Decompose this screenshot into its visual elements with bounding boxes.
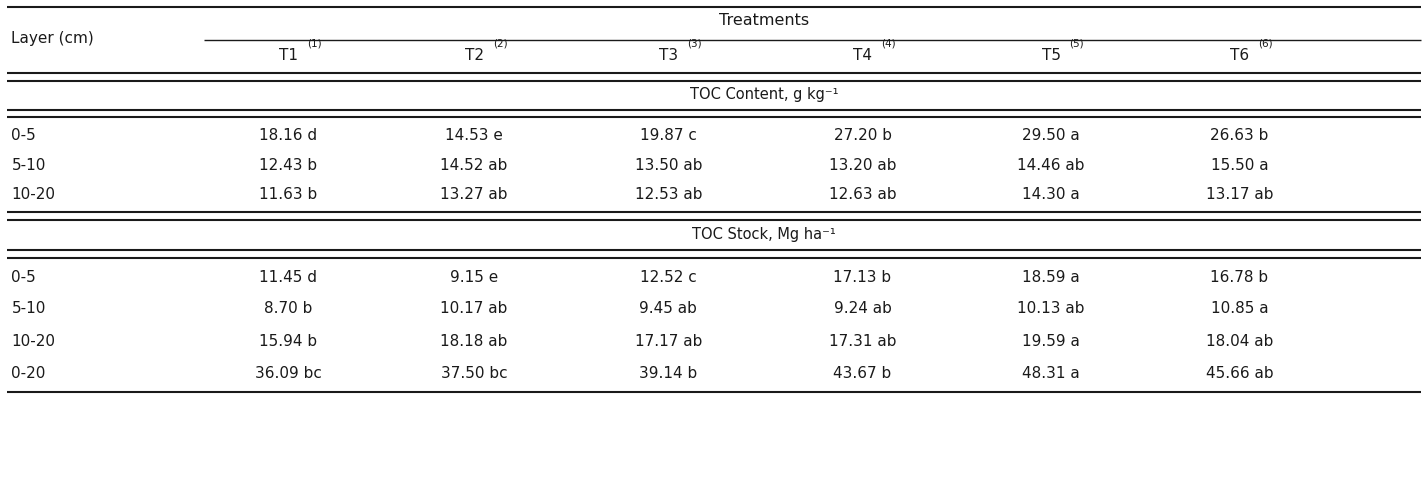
Text: TOC Stock, Mg ha⁻¹: TOC Stock, Mg ha⁻¹ — [693, 227, 835, 242]
Text: 18.18 ab: 18.18 ab — [440, 334, 508, 349]
Text: Layer (cm): Layer (cm) — [11, 31, 94, 46]
Text: 18.59 a: 18.59 a — [1022, 270, 1080, 285]
Text: T3: T3 — [658, 48, 678, 63]
Text: 48.31 a: 48.31 a — [1022, 366, 1080, 381]
Text: 13.17 ab: 13.17 ab — [1205, 187, 1274, 202]
Text: 11.63 b: 11.63 b — [260, 187, 317, 202]
Text: 9.45 ab: 9.45 ab — [640, 301, 697, 316]
Text: 15.50 a: 15.50 a — [1211, 158, 1268, 173]
Text: 9.24 ab: 9.24 ab — [834, 301, 891, 316]
Text: Treatments: Treatments — [718, 13, 810, 28]
Text: 37.50 bc: 37.50 bc — [441, 366, 507, 381]
Text: 10.13 ab: 10.13 ab — [1017, 301, 1085, 316]
Text: T2: T2 — [464, 48, 484, 63]
Text: 19.87 c: 19.87 c — [640, 128, 697, 143]
Text: 13.27 ab: 13.27 ab — [440, 187, 508, 202]
Text: 19.59 a: 19.59 a — [1022, 334, 1080, 349]
Text: 10-20: 10-20 — [11, 187, 56, 202]
Text: 36.09 bc: 36.09 bc — [256, 366, 321, 381]
Text: 13.50 ab: 13.50 ab — [634, 158, 703, 173]
Text: 29.50 a: 29.50 a — [1022, 128, 1080, 143]
Text: (3): (3) — [687, 38, 701, 48]
Text: 43.67 b: 43.67 b — [834, 366, 891, 381]
Text: T1: T1 — [278, 48, 298, 63]
Text: 9.15 e: 9.15 e — [450, 270, 498, 285]
Text: 18.16 d: 18.16 d — [260, 128, 317, 143]
Text: 17.31 ab: 17.31 ab — [828, 334, 897, 349]
Text: (1): (1) — [307, 38, 321, 48]
Text: (5): (5) — [1070, 38, 1084, 48]
Text: (4): (4) — [881, 38, 895, 48]
Text: 12.43 b: 12.43 b — [260, 158, 317, 173]
Text: 10-20: 10-20 — [11, 334, 56, 349]
Text: 39.14 b: 39.14 b — [640, 366, 697, 381]
Text: 11.45 d: 11.45 d — [260, 270, 317, 285]
Text: 17.13 b: 17.13 b — [834, 270, 891, 285]
Text: T5: T5 — [1041, 48, 1061, 63]
Text: 14.53 e: 14.53 e — [446, 128, 503, 143]
Text: 18.04 ab: 18.04 ab — [1205, 334, 1274, 349]
Text: 8.70 b: 8.70 b — [264, 301, 313, 316]
Text: 12.53 ab: 12.53 ab — [634, 187, 703, 202]
Text: 14.30 a: 14.30 a — [1022, 187, 1080, 202]
Text: 26.63 b: 26.63 b — [1211, 128, 1268, 143]
Text: 10.17 ab: 10.17 ab — [440, 301, 508, 316]
Text: 12.52 c: 12.52 c — [640, 270, 697, 285]
Text: 27.20 b: 27.20 b — [834, 128, 891, 143]
Text: 14.52 ab: 14.52 ab — [440, 158, 508, 173]
Text: (6): (6) — [1258, 38, 1272, 48]
Text: T4: T4 — [853, 48, 873, 63]
Text: 12.63 ab: 12.63 ab — [828, 187, 897, 202]
Text: 5-10: 5-10 — [11, 301, 46, 316]
Text: 17.17 ab: 17.17 ab — [634, 334, 703, 349]
Text: T6: T6 — [1230, 48, 1250, 63]
Text: 5-10: 5-10 — [11, 158, 46, 173]
Text: 0-5: 0-5 — [11, 128, 36, 143]
Text: 13.20 ab: 13.20 ab — [828, 158, 897, 173]
Text: 14.46 ab: 14.46 ab — [1017, 158, 1085, 173]
Text: 0-20: 0-20 — [11, 366, 46, 381]
Text: (2): (2) — [493, 38, 507, 48]
Text: 16.78 b: 16.78 b — [1211, 270, 1268, 285]
Text: TOC Content, g kg⁻¹: TOC Content, g kg⁻¹ — [690, 87, 838, 101]
Text: 15.94 b: 15.94 b — [260, 334, 317, 349]
Text: 10.85 a: 10.85 a — [1211, 301, 1268, 316]
Text: 45.66 ab: 45.66 ab — [1205, 366, 1274, 381]
Text: 0-5: 0-5 — [11, 270, 36, 285]
